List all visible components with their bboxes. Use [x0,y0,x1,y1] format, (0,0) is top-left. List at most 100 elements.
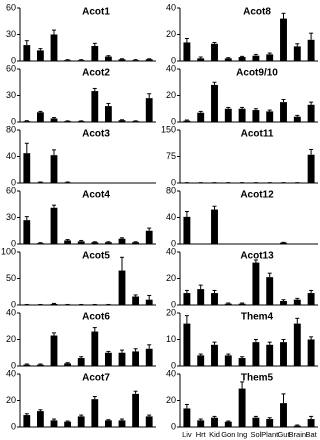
y-tick-label: 40 [166,2,176,12]
bar [211,293,218,305]
y-tick-label: 30 [6,90,16,100]
bar [64,60,71,61]
bar [307,419,315,427]
bar [307,339,315,366]
y-tick-label: 60 [6,185,16,195]
panel-title: Acot13 [240,251,274,262]
bar [64,121,71,122]
bar [37,50,44,61]
bar [224,303,232,305]
y-tick-label: 150 [161,124,176,134]
y-tick-label: 40 [166,246,176,256]
x-tick-label: Hrt [196,430,207,439]
bar [293,323,301,366]
bar [50,155,58,183]
bar [197,289,205,305]
panel-title: Acot4 [82,190,110,201]
bar [183,216,191,244]
bar [118,270,126,305]
bar [132,351,139,366]
y-tick-label: 80 [6,124,16,134]
bar [91,331,99,366]
bar [197,420,205,427]
bar [183,293,191,305]
bar [238,358,246,366]
bar [37,243,44,244]
bar [91,91,99,122]
bar [197,355,205,366]
bar [64,240,71,244]
bar [23,121,31,122]
bar [118,120,126,122]
y-tick-label: 0 [11,238,16,248]
bar [77,358,85,366]
y-tick-label: 0 [171,299,176,309]
y-tick-label: 0 [171,360,176,370]
y-tick-label: 20 [166,307,176,317]
bar [91,242,99,244]
bar [105,352,112,366]
x-tick-label: Plant [261,430,279,439]
panel-title: Acot1 [82,7,110,18]
y-tick-label: 0 [171,177,176,187]
bar [50,118,58,122]
bar [50,303,58,305]
panel-title: Acot6 [82,312,110,323]
y-tick-label: 0 [11,177,16,187]
y-tick-label: 0 [11,55,16,65]
x-tick-label: Sol [250,430,261,439]
bar [118,238,126,244]
y-tick-label: 20 [166,395,176,405]
bar [132,121,139,122]
panel-title: Them4 [241,312,274,323]
y-tick-label: 20 [166,29,176,39]
bar [293,116,301,122]
bar [118,59,126,61]
y-tick-label: 0 [11,299,16,309]
bar [145,230,153,244]
y-tick-label: 0 [171,238,176,248]
bar [23,415,31,427]
bar [118,352,126,366]
bar [105,242,112,244]
bar [23,45,31,61]
bar [145,299,153,305]
y-tick-label: 20 [6,334,16,344]
bar [132,393,139,427]
panel-title: Acot3 [82,129,110,140]
bar [23,153,31,183]
y-tick-label: 40 [166,63,176,73]
y-tick-label: 40 [6,151,16,161]
bar [105,420,112,427]
bar [132,242,139,244]
y-tick-label: 75 [166,151,176,161]
bar [50,34,58,61]
bar [224,108,232,122]
bar [105,56,112,61]
y-tick-label: 40 [166,212,176,222]
bar [50,420,58,427]
x-tick-label: Brain [289,430,307,439]
bar [145,348,153,366]
y-tick-label: 40 [6,307,16,317]
y-tick-label: 0 [171,421,176,431]
bar [183,120,191,122]
panel-title: Acot11 [241,129,274,140]
bar [132,60,139,61]
bar [145,59,153,61]
y-tick-label: 40 [166,368,176,378]
bar [307,154,315,183]
panel-title: Acot7 [82,373,110,384]
bar [23,220,31,244]
y-tick-label: 20 [166,273,176,283]
panel-title: Acot5 [82,251,110,262]
bar [64,182,71,183]
bar [252,110,260,122]
bar [266,419,274,427]
bar [307,293,315,305]
bar [64,363,71,366]
bar [307,104,315,122]
bar [211,417,218,427]
bar [238,388,246,427]
